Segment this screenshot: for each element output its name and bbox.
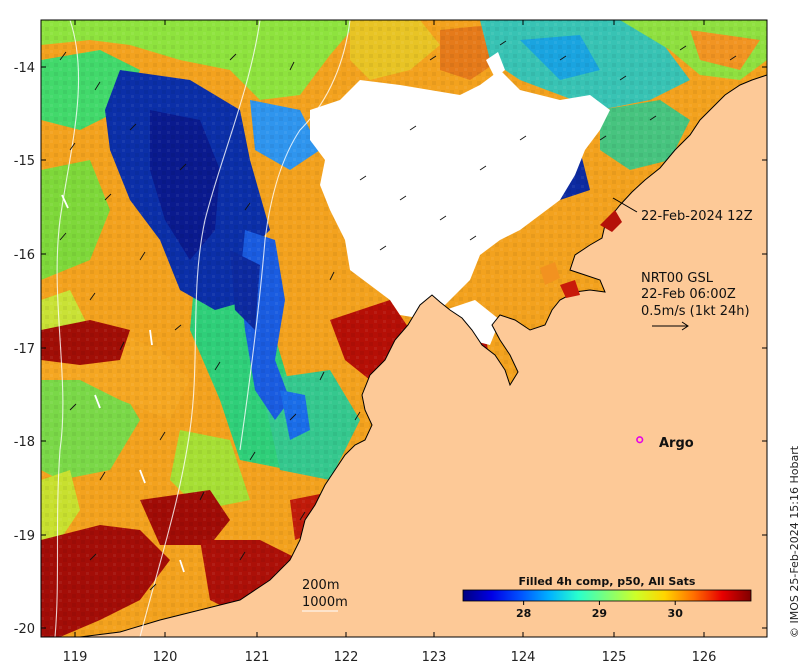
x-tick-label: 126 [692, 650, 717, 665]
x-tick-label: 123 [422, 650, 447, 665]
image-time-leader-line [612, 197, 638, 213]
colorbar-tick-label: 29 [592, 607, 607, 620]
x-tick-label: 120 [153, 650, 178, 665]
argo-float-marker[interactable] [636, 436, 644, 444]
colorbar-scale [462, 589, 752, 602]
x-axis: 119 120 121 122 123 124 125 126 [63, 650, 717, 665]
current-scale-arrow [652, 321, 689, 331]
colorbar-ticks: 28 29 30 [516, 601, 683, 620]
argo-label: Argo [659, 436, 694, 451]
x-tick-label: 121 [245, 650, 270, 665]
current-vector-field [59, 40, 737, 591]
y-tick-label: -14 [14, 61, 35, 76]
map-annotations: 22-Feb-2024 12Z NRT00 GSL 22-Feb 06:00Z … [302, 197, 753, 612]
current-source-label: NRT00 GSL [641, 271, 714, 286]
colorbar-tick-label: 30 [668, 607, 684, 620]
cloud-mask [310, 70, 610, 320]
y-axis: -14 -15 -16 -17 -18 -19 -20 [14, 61, 35, 637]
isobath-200m-label: 200m [302, 578, 339, 593]
map-frame [40, 19, 768, 638]
credit-text: © IMOS 25-Feb-2024 15:16 Hobart [788, 445, 801, 638]
x-tick-label: 119 [63, 650, 88, 665]
grid-ticks [41, 20, 767, 637]
x-tick-label: 122 [334, 650, 359, 665]
x-tick-label: 124 [511, 650, 536, 665]
y-tick-label: -16 [14, 248, 35, 263]
colorbar-tick-label: 28 [516, 607, 531, 620]
x-tick-label: 125 [602, 650, 627, 665]
isobath-1000m-label: 1000m [302, 595, 348, 610]
y-tick-label: -18 [14, 435, 35, 450]
y-tick-label: -17 [14, 342, 35, 357]
image-time-label: 22-Feb-2024 12Z [641, 209, 753, 224]
land-mask [79, 20, 767, 637]
colorbar-title: Filled 4h comp, p50, All Sats [519, 575, 696, 588]
strong-current-vectors [61, 194, 185, 573]
current-scale-label: 0.5m/s (1kt 24h) [641, 304, 750, 319]
map-plot-area [41, 20, 767, 637]
colorbar: Filled 4h comp, p50, All Sats 28 29 30 [462, 575, 752, 620]
current-time-label: 22-Feb 06:00Z [641, 287, 736, 302]
y-tick-label: -20 [14, 622, 35, 637]
isobath-lines [54, 20, 481, 637]
y-tick-label: -15 [14, 154, 35, 169]
y-tick-label: -19 [14, 529, 35, 544]
